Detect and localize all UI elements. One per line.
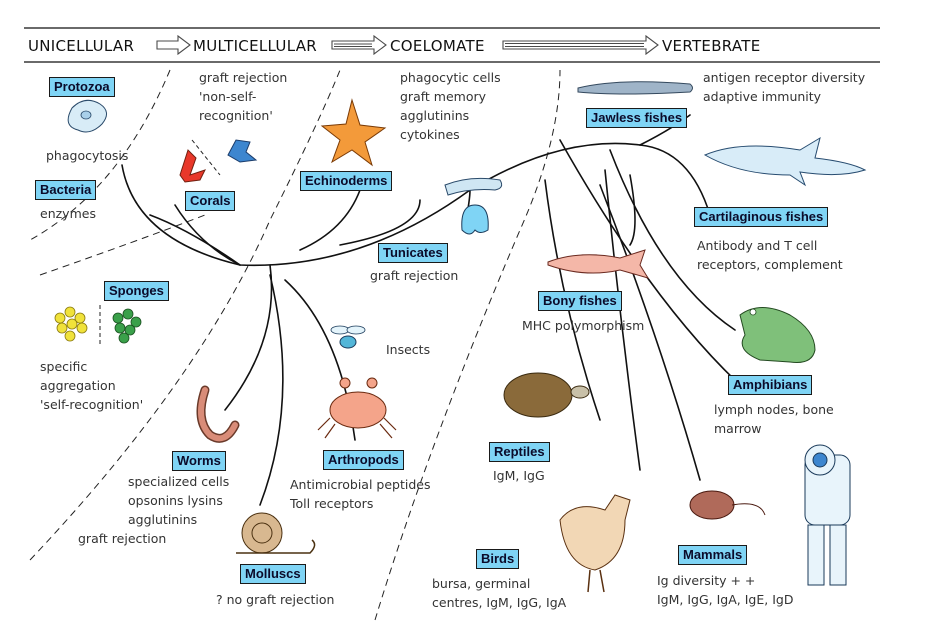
label-molluscs: Molluscs xyxy=(240,564,306,584)
amoeba-icon xyxy=(67,99,107,133)
label-tunicates: Tunicates xyxy=(378,243,448,263)
stage-vertebrate: VERTEBRATE xyxy=(662,37,761,55)
label-reptiles: Reptiles xyxy=(489,442,550,462)
note-birds: bursa, germinal centres, IgM, IgG, IgA xyxy=(432,576,567,610)
tunicate-icon xyxy=(444,177,503,235)
label-worms: Worms xyxy=(172,451,226,471)
stage-multicellular: MULTICELLULAR xyxy=(193,37,317,55)
label-echinoderms: Echinoderms xyxy=(300,171,393,191)
mouse-icon xyxy=(689,490,766,520)
note-reptiles: IgM, IgG xyxy=(493,468,545,483)
note-cartilaginous-fishes: Antibody and T cell receptors, complemen… xyxy=(697,238,843,272)
snail-icon xyxy=(236,512,316,554)
label-bony-fishes: Bony fishes xyxy=(538,291,622,311)
note-protozoa: phagocytosis xyxy=(46,148,129,163)
stage-arrow-3 xyxy=(502,34,659,56)
worm-icon xyxy=(196,385,240,443)
note-bony-fishes: MHC polymorphism xyxy=(522,318,645,333)
label-jawless-fishes: Jawless fishes xyxy=(586,108,688,128)
coral-icon xyxy=(179,139,258,183)
label-cartilaginous-fishes: Cartilaginous fishes xyxy=(694,207,829,227)
label-corals: Corals xyxy=(185,191,236,211)
eel-icon xyxy=(577,81,693,95)
frog-icon xyxy=(739,307,816,363)
fly-icon xyxy=(330,325,366,349)
note-worms-graft: graft rejection xyxy=(78,531,167,546)
astronaut-icon xyxy=(804,444,851,586)
note-amphibians: lymph nodes, bone marrow xyxy=(714,402,834,436)
era-dividers xyxy=(29,69,561,621)
note-molluscs: ? no graft rejection xyxy=(216,592,335,607)
sponge-cells-icon xyxy=(54,306,142,344)
note-insects: Insects xyxy=(386,342,431,357)
stage-arrow-1 xyxy=(156,34,191,56)
stage-arrow-2 xyxy=(331,34,387,56)
shark-icon xyxy=(703,136,867,187)
label-sponges: Sponges xyxy=(104,281,169,301)
note-corals: graft rejection 'non-self- recognition' xyxy=(199,70,288,123)
label-birds: Birds xyxy=(476,549,520,569)
turtle-icon xyxy=(503,372,590,418)
stage-coelomate: COELOMATE xyxy=(390,37,485,55)
note-jawless-fishes: antigen receptor diversity adaptive immu… xyxy=(703,70,866,104)
note-worms: specialized cells opsonins lysins agglut… xyxy=(128,474,230,527)
coral-dash xyxy=(191,139,221,176)
note-tunicates: graft rejection xyxy=(370,268,459,283)
phylogenetic-tree xyxy=(121,114,741,506)
label-mammals: Mammals xyxy=(678,545,748,565)
note-sponges: specific aggregation 'self-recognition' xyxy=(40,359,144,412)
label-arthropods: Arthropods xyxy=(323,450,404,470)
note-bacteria: enzymes xyxy=(40,206,96,221)
hen-icon xyxy=(559,494,631,593)
crab-icon xyxy=(317,377,397,439)
label-bacteria: Bacteria xyxy=(35,180,97,200)
label-amphibians: Amphibians xyxy=(728,375,813,395)
note-arthropods: Antimicrobial peptides Toll receptors xyxy=(290,477,431,511)
stage-unicellular: UNICELLULAR xyxy=(28,37,135,55)
starfish-icon xyxy=(320,98,387,167)
note-echinoderms: phagocytic cells graft memory agglutinin… xyxy=(400,70,501,142)
label-protozoa: Protozoa xyxy=(49,77,115,97)
note-mammals: Ig diversity + + IgM, IgG, IgA, IgE, IgD xyxy=(657,573,794,607)
bony-fish-icon xyxy=(547,249,650,279)
